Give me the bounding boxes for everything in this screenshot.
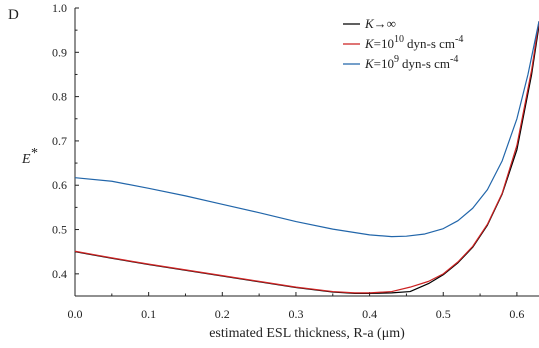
y-tick-label: 0.9 xyxy=(52,45,67,59)
y-tick-label: 1.0 xyxy=(52,1,67,15)
y-tick-label: 0.4 xyxy=(52,267,67,281)
x-axis-label: estimated ESL thickness, R-a (μm) xyxy=(209,326,405,341)
y-axis-label-main: E xyxy=(21,152,31,167)
x-tick-label: 0.5 xyxy=(436,307,451,321)
series-line-3 xyxy=(74,21,539,238)
y-tick-label: 0.8 xyxy=(52,90,67,104)
y-tick-label: 0.7 xyxy=(52,134,67,148)
panel-label: D xyxy=(8,7,19,23)
tick-group: 0.0 0.1 0.2 0.3 0.4 0.5 0.6 0.4 0.5 0.6 0.7 0.8 0.9 1… xyxy=(52,1,524,321)
legend-label-3: K=109 dyn-s cm-4 xyxy=(364,54,458,71)
x-tick-label: 0.1 xyxy=(141,307,156,321)
y-tick-label: 0.5 xyxy=(52,223,67,237)
legend-label-1: K→∞ xyxy=(364,16,396,31)
x-tick-label: 0.4 xyxy=(362,307,377,321)
series-line-1 xyxy=(74,25,539,294)
legend-label-2: K=1010 dyn-s cm-4 xyxy=(364,34,463,51)
y-axis-label-sup: * xyxy=(31,146,38,161)
x-tick-label: 0.2 xyxy=(215,307,230,321)
series-line-2 xyxy=(74,21,539,294)
x-tick-label: 0.3 xyxy=(288,307,303,321)
y-tick-label: 0.6 xyxy=(52,178,67,192)
legend: K→∞ K=1010 dyn-s cm-4 K=109 dyn-s cm-4 xyxy=(343,16,463,71)
y-axis-label: E * xyxy=(21,146,38,167)
x-tick-label: 0.6 xyxy=(509,307,524,321)
x-tick-label: 0.0 xyxy=(68,307,83,321)
axes xyxy=(74,8,539,297)
series-lines xyxy=(74,21,539,294)
